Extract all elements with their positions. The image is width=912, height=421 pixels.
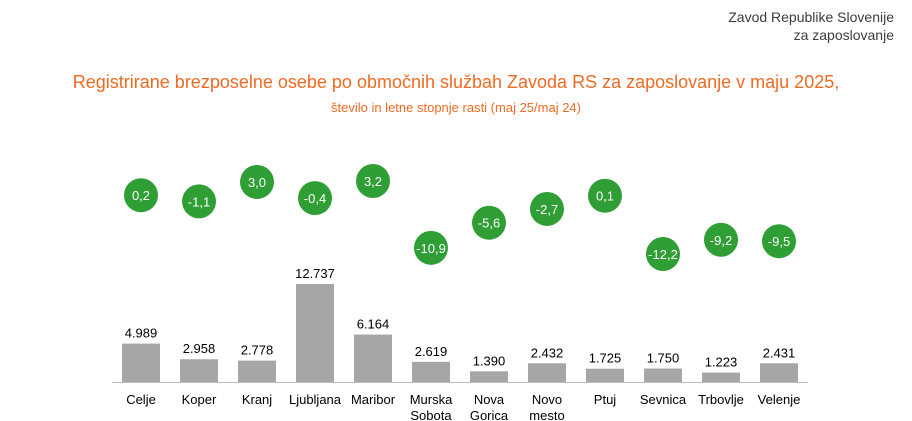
- bar: [296, 284, 334, 382]
- x-tick-label: Murska: [410, 392, 453, 407]
- x-tick-label: mesto: [529, 408, 564, 421]
- growth-rate-circle: [182, 184, 216, 219]
- x-tick-label: Nova: [474, 392, 505, 407]
- bar: [122, 343, 160, 382]
- bar-value-label: 2.958: [183, 341, 216, 356]
- growth-rate-label: 3,2: [364, 174, 382, 189]
- growth-rate-circle: [356, 164, 390, 198]
- growth-rate-circle: [530, 191, 564, 226]
- x-tick-label: Gorica: [470, 408, 509, 421]
- growth-rate-circle: [240, 164, 274, 199]
- x-tick-label: Ptuj: [594, 392, 617, 407]
- x-tick-label: Celje: [126, 392, 156, 407]
- growth-rate-circle: [124, 178, 158, 213]
- bar-value-label: 1.750: [647, 351, 680, 366]
- growth-rate-circle: [472, 205, 506, 240]
- growth-rate-label: -9,5: [768, 234, 790, 249]
- growth-rate-circle: [704, 222, 738, 257]
- bar: [528, 363, 566, 382]
- bar: [644, 368, 682, 382]
- org-line-1: Zavod Republike Slovenije: [728, 9, 894, 25]
- chart-subtitle: število in letne stopnje rasti (maj 25/m…: [330, 100, 581, 115]
- growth-rate-label: -2,7: [536, 202, 558, 217]
- bar: [238, 360, 276, 382]
- growth-rate-label: -9,2: [710, 233, 732, 248]
- bar: [586, 368, 624, 382]
- bar-value-label: 2.432: [531, 345, 564, 360]
- org-line-2: za zaposlovanje: [793, 27, 894, 43]
- bar-value-label: 4.989: [125, 326, 158, 341]
- growth-rate-circle: [646, 237, 680, 271]
- x-tick-label: Sobota: [410, 408, 452, 421]
- growth-rate-label: -0,4: [304, 191, 326, 206]
- x-tick-label: Velenje: [758, 392, 801, 407]
- chart-title: Registrirane brezposelne osebe po območn…: [72, 72, 840, 92]
- growth-rate-circle: [762, 224, 796, 259]
- x-tick-label: Ljubljana: [289, 392, 342, 407]
- bar-value-label: 1.390: [473, 353, 506, 368]
- growth-rate-label: -12,2: [648, 247, 678, 262]
- bar: [180, 359, 218, 382]
- growth-rate-label: 0,2: [132, 188, 150, 203]
- growth-rate-label: 0,1: [596, 189, 614, 204]
- growth-rate-label: -5,6: [478, 216, 500, 231]
- bar-value-label: 6.164: [357, 317, 390, 332]
- growth-rate-label: 3,0: [248, 175, 266, 190]
- bar-value-label: 2.431: [763, 345, 796, 360]
- bar-value-label: 12.737: [295, 266, 335, 281]
- bar: [702, 372, 740, 382]
- x-tick-label: Maribor: [351, 392, 396, 407]
- growth-rate-label: -10,9: [416, 241, 446, 256]
- growth-rate-label: -1,1: [188, 194, 210, 209]
- x-tick-label: Koper: [182, 392, 217, 407]
- bar-value-label: 2.619: [415, 344, 448, 359]
- bar-value-label: 1.725: [589, 351, 622, 366]
- organization-name: Zavod Republike Slovenije za zaposlovanj…: [728, 8, 894, 44]
- bar: [470, 371, 508, 382]
- x-tick-label: Trbovlje: [698, 392, 744, 407]
- bar: [354, 334, 392, 382]
- bar-value-label: 1.223: [705, 355, 738, 370]
- x-tick-label: Novo: [532, 392, 562, 407]
- x-tick-label: Kranj: [242, 392, 272, 407]
- growth-rate-circle: [298, 181, 332, 216]
- growth-rate-circle: [588, 178, 622, 213]
- x-tick-label: Sevnica: [640, 392, 687, 407]
- growth-rate-circle: [414, 230, 448, 265]
- bar: [760, 363, 798, 382]
- bar: [412, 361, 450, 382]
- bar-value-label: 2.778: [241, 343, 274, 358]
